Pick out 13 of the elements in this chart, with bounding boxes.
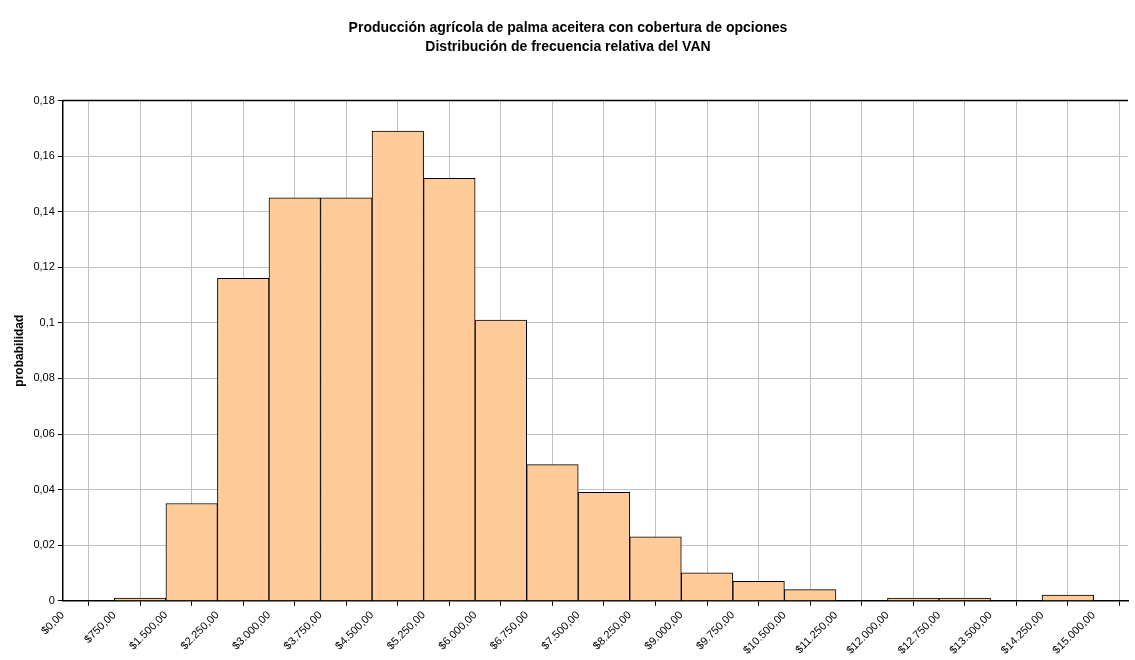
y-tick-label: 0,14: [33, 204, 55, 217]
chart-subtitle: Distribución de frecuencia relativa del VAN: [425, 38, 711, 55]
chart-title: Producción agrícola de palma aceitera con cobertura de opciones: [348, 19, 788, 36]
y-tick-label: 0: [48, 593, 55, 606]
y-tick-label: 0,02: [33, 538, 55, 551]
y-tick-label: 0,1: [39, 315, 55, 328]
y-tick-label: 0,16: [33, 149, 55, 162]
y-tick-label: 0,18: [33, 93, 55, 106]
y-tick-label: 0,12: [33, 260, 55, 273]
y-axis-title: probabilidad: [11, 314, 26, 387]
y-tick-label: 0,06: [33, 427, 55, 440]
y-tick-label: 0,08: [33, 371, 55, 384]
y-tick-label: 0,04: [33, 482, 55, 495]
